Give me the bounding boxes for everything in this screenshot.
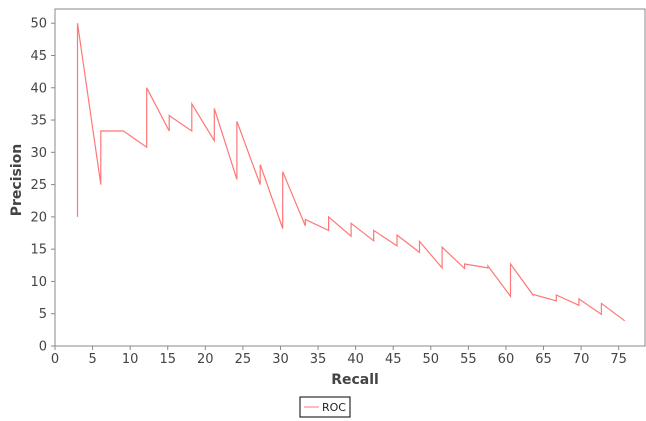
y-tick-label: 0	[39, 340, 47, 355]
x-tick-label: 70	[573, 352, 590, 367]
legend-box	[299, 396, 351, 418]
x-tick-label: 65	[535, 352, 552, 367]
y-tick-label: 20	[30, 210, 47, 225]
x-tick-label: 10	[122, 352, 139, 367]
x-tick-label: 40	[347, 352, 364, 367]
series-layer	[76, 23, 626, 322]
y-tick-label: 5	[39, 307, 47, 322]
x-tick-label: 35	[310, 352, 327, 367]
y-tick-label: 50	[30, 17, 47, 32]
y-tick-label: 35	[30, 114, 47, 129]
x-tick-label: 60	[498, 352, 515, 367]
x-axis-ticks: 0 5 10 15 20 25 30 35 40 45 50 55 60 65 70 75	[51, 346, 627, 367]
y-tick-label: 45	[30, 49, 47, 64]
y-tick-label: 30	[30, 146, 47, 161]
x-tick-label: 5	[88, 352, 96, 367]
x-tick-label: 30	[272, 352, 289, 367]
plot-area	[54, 8, 646, 347]
x-tick-label: 55	[460, 352, 477, 367]
x-tick-label: 0	[51, 352, 59, 367]
y-tick-label: 10	[30, 275, 47, 290]
x-tick-label: 15	[159, 352, 176, 367]
series-line-roc	[76, 23, 626, 322]
x-tick-label: 20	[197, 352, 214, 367]
x-tick-label: 75	[610, 352, 627, 367]
legend: ROC	[299, 396, 351, 418]
x-tick-label: 45	[385, 352, 402, 367]
y-tick-label: 25	[30, 178, 47, 193]
y-tick-label: 15	[30, 243, 47, 258]
y-axis-ticks: 0 5 10 15 20 25 30 35 40 45 50	[30, 17, 55, 355]
x-tick-label: 50	[423, 352, 440, 367]
y-tick-label: 40	[30, 81, 47, 96]
x-axis-title: Recall	[331, 372, 379, 388]
legend-label: ROC	[322, 401, 346, 414]
x-tick-label: 25	[235, 352, 252, 367]
y-axis-title: Precision	[9, 144, 25, 216]
